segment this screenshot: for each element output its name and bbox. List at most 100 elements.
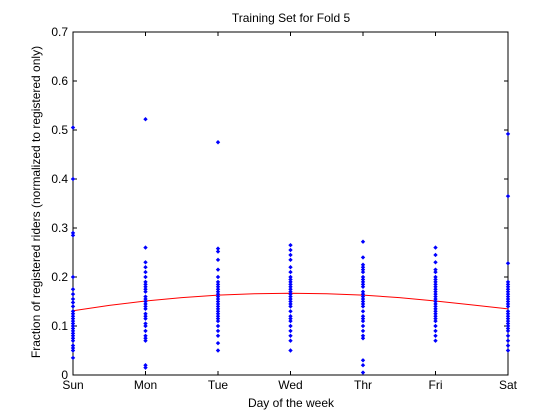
data-point bbox=[143, 304, 148, 309]
data-point bbox=[505, 348, 511, 353]
data-point bbox=[143, 289, 148, 294]
data-point bbox=[215, 279, 221, 285]
data-point bbox=[505, 304, 511, 309]
x-axis-label: Day of the week bbox=[248, 396, 335, 410]
data-point bbox=[215, 299, 221, 304]
data-point bbox=[505, 314, 511, 319]
data-point bbox=[215, 304, 221, 309]
data-point bbox=[433, 291, 438, 297]
data-point bbox=[433, 309, 438, 314]
y-axis: 0 0.1 0.2 0.3 0.4 0.5 0.6 0.7 bbox=[51, 25, 508, 382]
data-point bbox=[215, 311, 221, 316]
data-point bbox=[288, 247, 293, 253]
data-point bbox=[360, 282, 366, 287]
data-point bbox=[215, 323, 221, 329]
y-tick-label: 0.4 bbox=[51, 172, 68, 186]
plot-area bbox=[72, 31, 509, 376]
x-axis: Sun Mon Tue Wed Thr Fri Sat bbox=[62, 32, 518, 392]
data-point bbox=[70, 309, 76, 314]
data-point bbox=[143, 274, 148, 280]
data-point bbox=[433, 284, 438, 289]
data-point bbox=[288, 284, 293, 289]
data-point bbox=[360, 301, 366, 307]
data-point bbox=[433, 296, 438, 302]
data-point bbox=[288, 316, 293, 321]
data-point bbox=[70, 336, 76, 341]
data-point bbox=[360, 328, 366, 334]
data-point bbox=[288, 294, 293, 299]
data-point bbox=[433, 287, 438, 292]
data-point bbox=[215, 140, 221, 145]
data-point bbox=[143, 294, 148, 299]
y-tick-label: 0.6 bbox=[51, 74, 68, 88]
data-point bbox=[288, 338, 293, 343]
data-point bbox=[70, 233, 76, 238]
data-point bbox=[215, 306, 221, 312]
data-point bbox=[505, 321, 511, 326]
data-point bbox=[70, 343, 76, 348]
data-point bbox=[288, 242, 293, 248]
data-point bbox=[360, 309, 366, 314]
data-point bbox=[505, 261, 511, 266]
data-point bbox=[70, 323, 76, 329]
data-point bbox=[433, 289, 438, 294]
data-point bbox=[70, 304, 76, 309]
x-tick-label: Mon bbox=[134, 378, 157, 392]
data-point bbox=[288, 257, 293, 263]
data-point bbox=[70, 314, 76, 319]
x-tick-label: Sun bbox=[62, 378, 83, 392]
chart-title: Training Set for Fold 5 bbox=[232, 11, 351, 25]
data-point bbox=[360, 267, 366, 272]
data-point bbox=[143, 336, 148, 341]
data-point bbox=[433, 338, 438, 343]
data-point bbox=[215, 333, 221, 338]
data-point bbox=[288, 318, 293, 324]
data-point bbox=[360, 299, 366, 304]
data-point bbox=[143, 269, 148, 275]
data-point bbox=[433, 299, 438, 304]
data-point bbox=[215, 316, 221, 321]
data-point bbox=[433, 267, 438, 272]
data-point bbox=[360, 294, 366, 299]
data-point bbox=[215, 284, 221, 289]
data-point bbox=[505, 296, 511, 302]
data-point bbox=[215, 309, 221, 314]
data-point bbox=[505, 131, 511, 137]
data-point bbox=[433, 316, 438, 321]
x-tick-label: Thr bbox=[354, 378, 372, 392]
data-point bbox=[360, 336, 366, 341]
data-point bbox=[360, 289, 366, 294]
data-point bbox=[505, 318, 511, 324]
x-tick-label: Sat bbox=[499, 378, 518, 392]
data-point bbox=[70, 318, 76, 324]
data-point bbox=[215, 314, 221, 319]
data-point bbox=[505, 323, 511, 329]
data-point bbox=[433, 323, 438, 329]
data-point bbox=[505, 333, 511, 338]
data-point bbox=[433, 328, 438, 334]
data-point bbox=[215, 249, 221, 254]
scatter-points bbox=[70, 117, 511, 375]
data-point bbox=[288, 299, 293, 304]
data-point bbox=[288, 304, 293, 309]
data-point bbox=[288, 301, 293, 307]
data-point bbox=[143, 296, 148, 302]
data-point bbox=[505, 287, 511, 292]
x-tick-label: Wed bbox=[278, 378, 302, 392]
data-point bbox=[505, 309, 511, 314]
data-point bbox=[433, 269, 438, 275]
data-point bbox=[143, 245, 148, 250]
data-point bbox=[70, 311, 76, 316]
data-point bbox=[215, 296, 221, 302]
data-point bbox=[433, 282, 438, 287]
data-point bbox=[70, 316, 76, 321]
data-point bbox=[143, 311, 148, 316]
data-point bbox=[360, 314, 366, 319]
y-tick-label: 0 bbox=[61, 368, 68, 382]
data-point bbox=[215, 340, 221, 346]
data-point bbox=[70, 331, 76, 336]
data-point bbox=[215, 289, 221, 294]
data-point bbox=[70, 230, 76, 236]
data-point bbox=[143, 365, 148, 370]
data-point bbox=[143, 321, 148, 326]
